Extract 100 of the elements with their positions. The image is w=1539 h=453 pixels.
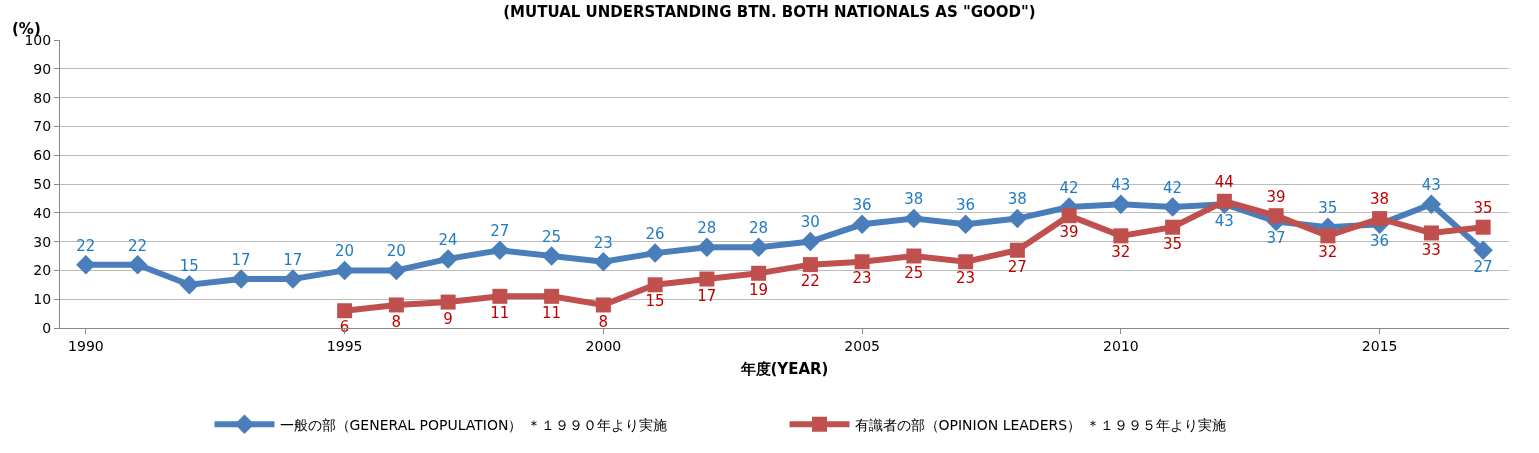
point bbox=[1111, 194, 1131, 214]
data-label: 8 bbox=[598, 312, 609, 331]
point bbox=[544, 288, 560, 304]
point bbox=[593, 252, 614, 272]
point bbox=[231, 269, 251, 289]
point bbox=[647, 277, 663, 293]
data-label: 24 bbox=[438, 230, 458, 249]
x-tick-label: 2000 bbox=[585, 337, 622, 354]
point bbox=[751, 265, 767, 281]
data-label: 22 bbox=[800, 272, 820, 291]
data-label: 11 bbox=[542, 303, 562, 322]
y-tick-label: 20 bbox=[33, 262, 52, 279]
data-label: 43 bbox=[1421, 176, 1441, 195]
legend-label: 一般の部（GENERAL POPULATION） ＊１９９０年より実施 bbox=[279, 416, 667, 433]
point bbox=[438, 249, 458, 269]
y-tick-label: 70 bbox=[33, 118, 52, 135]
y-tick-label: 50 bbox=[33, 175, 52, 192]
point bbox=[800, 231, 821, 252]
point bbox=[955, 214, 976, 235]
point bbox=[748, 237, 769, 258]
data-label: 43 bbox=[1111, 176, 1131, 195]
y-tick-label: 30 bbox=[33, 233, 52, 250]
data-label: 28 bbox=[749, 219, 769, 238]
data-label: 30 bbox=[800, 213, 820, 232]
point bbox=[388, 297, 404, 313]
data-label: 38 bbox=[904, 190, 924, 209]
point bbox=[1216, 193, 1232, 209]
data-label: 25 bbox=[904, 263, 924, 282]
data-label: 42 bbox=[1059, 178, 1079, 197]
data-label: 20 bbox=[386, 242, 406, 261]
data-label: 37 bbox=[1266, 229, 1286, 248]
point bbox=[490, 240, 510, 260]
point bbox=[1113, 228, 1129, 244]
data-label: 39 bbox=[1266, 187, 1286, 206]
point bbox=[541, 246, 562, 266]
point bbox=[1009, 242, 1025, 258]
data-label: 36 bbox=[956, 196, 976, 215]
x-tick-label: 2005 bbox=[844, 337, 880, 354]
data-label: 19 bbox=[749, 280, 769, 299]
point bbox=[127, 254, 148, 275]
data-label: 22 bbox=[128, 236, 148, 255]
point bbox=[283, 269, 303, 289]
data-label: 17 bbox=[231, 250, 251, 269]
point bbox=[179, 275, 200, 295]
x-tick-label: 1990 bbox=[68, 337, 104, 354]
data-label: 23 bbox=[852, 269, 872, 288]
data-label: 27 bbox=[490, 222, 510, 241]
point bbox=[906, 248, 922, 264]
y-tick-label: 0 bbox=[42, 319, 52, 336]
data-label: 35 bbox=[1163, 234, 1183, 253]
x-axis-title: 年度(YEAR) bbox=[739, 359, 829, 378]
x-tick-label: 1995 bbox=[326, 337, 363, 354]
data-label: 25 bbox=[542, 227, 562, 246]
data-label: 20 bbox=[335, 242, 355, 261]
point bbox=[854, 254, 870, 270]
data-label: 23 bbox=[956, 269, 976, 288]
point bbox=[595, 297, 611, 313]
point bbox=[1475, 219, 1491, 235]
data-label: 22 bbox=[76, 236, 96, 255]
data-label: 36 bbox=[852, 196, 872, 215]
point bbox=[1061, 208, 1077, 224]
point bbox=[958, 254, 974, 270]
point bbox=[337, 303, 353, 319]
y-tick-label: 90 bbox=[33, 60, 52, 77]
y-tick-label: 10 bbox=[33, 291, 52, 308]
data-label: 43 bbox=[1214, 211, 1234, 230]
data-label: 32 bbox=[1318, 243, 1338, 262]
data-label: 36 bbox=[1370, 231, 1390, 250]
data-label: 42 bbox=[1163, 178, 1183, 197]
data-label: 32 bbox=[1111, 243, 1131, 262]
data-label: 28 bbox=[697, 219, 717, 238]
point bbox=[76, 254, 96, 275]
y-tick-label: 60 bbox=[33, 147, 52, 164]
point bbox=[334, 260, 355, 281]
chart-title: (MUTUAL UNDERSTANDING BTN. BOTH NATIONALS AS "GOOD") bbox=[503, 3, 1036, 22]
point bbox=[1162, 197, 1183, 217]
point bbox=[1268, 208, 1284, 224]
data-label: 38 bbox=[1007, 190, 1027, 209]
point bbox=[1421, 194, 1442, 214]
point bbox=[440, 294, 456, 310]
data-label: 8 bbox=[391, 312, 402, 331]
point bbox=[1372, 211, 1388, 227]
data-label: 35 bbox=[1318, 199, 1338, 218]
point bbox=[697, 237, 717, 258]
data-label: 33 bbox=[1421, 240, 1441, 259]
point bbox=[699, 271, 715, 287]
point bbox=[1320, 228, 1336, 244]
x-tick-label: 2010 bbox=[1103, 337, 1139, 354]
data-label: 15 bbox=[645, 292, 665, 311]
point bbox=[645, 243, 665, 263]
data-label: 27 bbox=[1473, 257, 1493, 276]
data-label: 9 bbox=[443, 309, 453, 328]
point bbox=[852, 214, 872, 235]
x-tick-label: 2015 bbox=[1361, 337, 1398, 354]
point bbox=[1165, 219, 1181, 235]
point bbox=[1423, 225, 1439, 241]
data-label: 38 bbox=[1370, 190, 1390, 209]
y-tick-label: 80 bbox=[33, 89, 52, 106]
point bbox=[802, 257, 818, 273]
legend-label: 有識者の部（OPINION LEADERS） ＊１９９５年より実施 bbox=[854, 416, 1226, 433]
